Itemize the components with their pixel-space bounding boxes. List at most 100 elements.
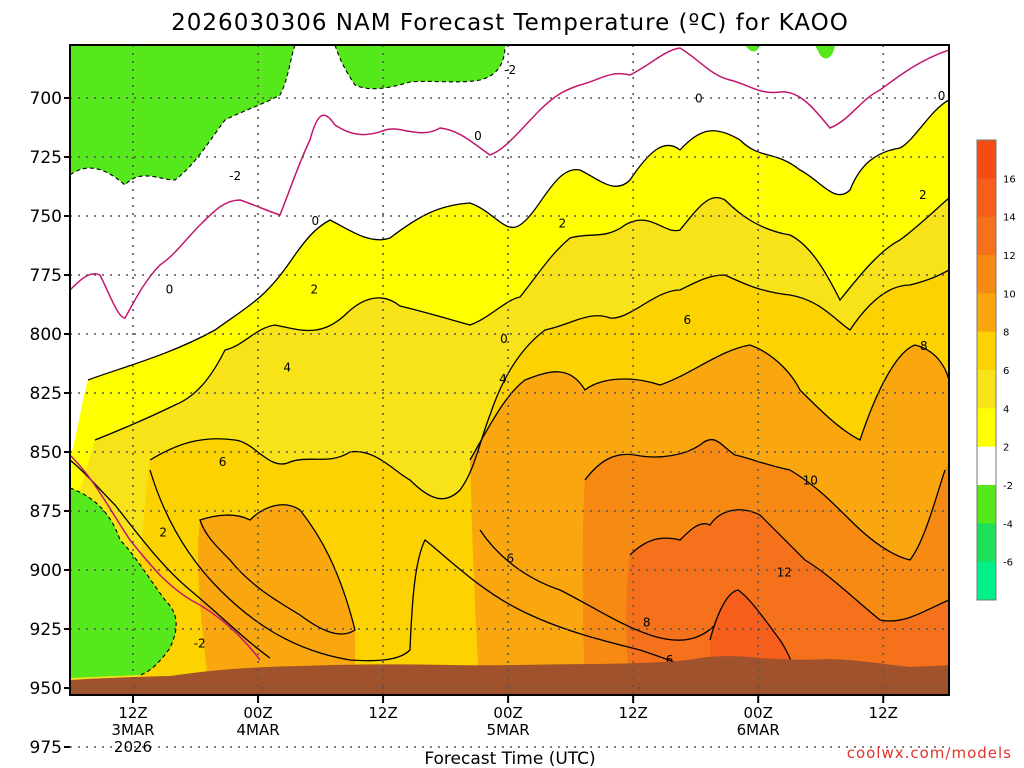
x-tick-label: 3MAR (111, 721, 154, 739)
y-tick-label: 700 (30, 89, 62, 109)
contour-line-2b (70, 459, 271, 659)
fill-cold-upper-left (70, 45, 295, 185)
colorbar-swatch (977, 370, 996, 409)
chart-title: 2026030306 NAM Forecast Temperature (ºC)… (171, 10, 849, 36)
x-tick-label: 00Z (493, 704, 522, 722)
colorbar-swatch (977, 216, 996, 256)
colorbar-swatch (977, 408, 996, 448)
contour-label: 0 (166, 283, 174, 297)
contour-label: 2 (919, 188, 927, 202)
colorbar-swatch (977, 293, 996, 333)
contour-line-minus2b (334, 45, 506, 90)
colorbar-tick-label: 8 (1003, 328, 1009, 339)
contour-label: 8 (920, 339, 928, 353)
contour-label: 4 (499, 372, 507, 386)
x-tick-label: 5MAR (487, 721, 530, 739)
fill-cold-lower-left (70, 488, 177, 678)
y-tick-label: 950 (30, 679, 62, 699)
contour-line-8c (479, 529, 716, 641)
plot-frame (69, 44, 950, 696)
colorbar-tick-label: 12 (1003, 251, 1016, 262)
contour-line-6-lower (149, 469, 701, 673)
contour-label: -2 (194, 637, 206, 651)
contour-line-minus2 (70, 45, 296, 186)
contour-label: 6 (219, 455, 227, 469)
colorbar-tick-label: 16 (1003, 174, 1016, 185)
colorbar-swatch (977, 178, 996, 218)
colorbar-tick-label: 10 (1003, 289, 1016, 300)
y-tick-label: 900 (30, 561, 62, 581)
colorbar-swatch (977, 446, 996, 486)
x-tick-label: 12Z (869, 704, 898, 722)
contour-label: 0 (474, 129, 482, 143)
contour-line-0 (70, 47, 949, 319)
colorbar-tick-label: 2 (1003, 443, 1009, 454)
x-tick-label: 12Z (368, 704, 397, 722)
y-tick-label: 875 (30, 502, 62, 522)
colorbar-tick-label: -4 (1003, 519, 1013, 530)
colorbar-swatch (977, 255, 996, 294)
x-tick-label: 00Z (744, 704, 773, 722)
colorbar-frame (976, 139, 997, 601)
colorbar-swatch (977, 523, 996, 563)
contour-label: 2 (558, 216, 566, 230)
contour-label: 0 (312, 214, 320, 228)
colorbar-tick-label: 14 (1003, 213, 1016, 224)
terrain-surface (70, 656, 949, 695)
colorbar-tick-label: -6 (1003, 558, 1013, 569)
contour-label: -2 (229, 169, 241, 183)
y-tick-label: 850 (30, 443, 62, 463)
x-tick-label: 12Z (618, 704, 647, 722)
contour-line-0b (70, 454, 261, 661)
contour-line-2 (87, 99, 949, 381)
contour-label: 0 (695, 91, 703, 105)
contour-label: 6 (666, 653, 674, 667)
colorbar: -6 -4 -2 2 4 6 8 10 12 14 16 (976, 139, 1016, 601)
colorbar-swatch (977, 331, 996, 371)
colorbar-tick-label: 6 (1003, 366, 1009, 377)
contour-label: 8 (643, 615, 651, 629)
colorbar-swatch (977, 561, 996, 601)
colorbar-swatch (977, 485, 996, 524)
contour-line-12 (629, 509, 949, 622)
contour-label: -2 (504, 63, 516, 77)
y-tick-label: 725 (30, 148, 62, 168)
x-tick-label: 12Z (118, 704, 147, 722)
y-tick-label: 975 (30, 738, 62, 758)
x-tick-label: 4MAR (236, 721, 279, 739)
fill-cold-upper-right (745, 45, 835, 59)
contour-label: 10 (803, 474, 818, 488)
contour-label: 0 (500, 332, 508, 346)
y-tick-label: 775 (30, 266, 62, 286)
contour-label: 6 (506, 552, 514, 566)
contour-label: 12 (777, 566, 792, 580)
contour-label: 2 (159, 526, 167, 540)
contour-label: 0 (938, 89, 946, 103)
contour-label: 6 (684, 313, 692, 327)
contour-line-6 (149, 269, 949, 500)
y-tick-label: 925 (30, 620, 62, 640)
colorbar-tick-label: -2 (1003, 481, 1013, 492)
colorbar-tick-label: 4 (1003, 404, 1009, 415)
colorbar-swatch (977, 140, 996, 179)
contour-line-4 (94, 197, 949, 441)
x-tick-label: 2026 (114, 738, 152, 756)
y-axis: 700 725 750 775 800 825 850 875 900 925 950 975 (30, 89, 70, 758)
y-tick-label: 825 (30, 384, 62, 404)
contour-label-bg (443, 705, 459, 718)
credit-text: coolwx.com/models (847, 744, 1012, 762)
contour-line-minus2c (70, 487, 177, 676)
contour-line-10 (584, 439, 946, 561)
x-tick-label: 6MAR (737, 721, 780, 739)
x-tick-label: 00Z (243, 704, 272, 722)
plot-area: -2 0 0 0 -2 2 2 0 2 0 6 0 4 8 4 6 10 6 2 12 8 -2 6 6 (70, 45, 949, 719)
y-tick-label: 800 (30, 325, 62, 345)
contour-label: 4 (283, 360, 291, 374)
contour-line-8 (199, 504, 356, 635)
fill-cold-upper-center (335, 45, 505, 89)
fill-warm-12-14 (626, 509, 949, 695)
contour-label: 6 (447, 705, 455, 719)
contour-line-8b (469, 344, 949, 461)
y-tick-label: 750 (30, 207, 62, 227)
